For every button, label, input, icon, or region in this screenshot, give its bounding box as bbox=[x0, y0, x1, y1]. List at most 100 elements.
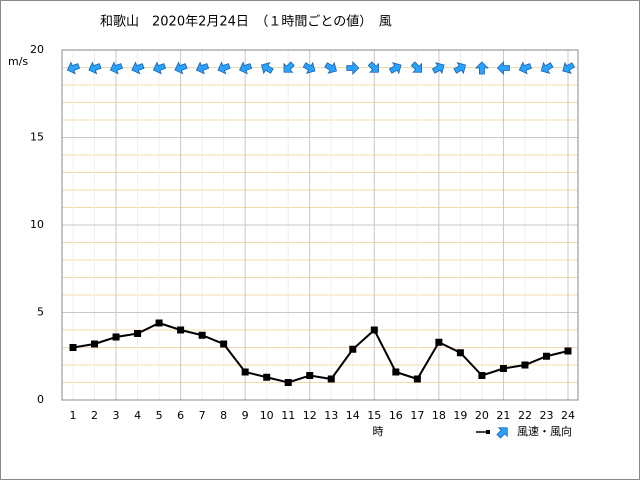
x-tick-label: 12 bbox=[303, 409, 317, 422]
x-tick-label: 16 bbox=[389, 409, 403, 422]
x-tick-label: 20 bbox=[475, 409, 489, 422]
data-point bbox=[134, 330, 142, 337]
data-point bbox=[306, 372, 314, 379]
arrow-shape bbox=[174, 61, 188, 75]
wind-arrow bbox=[453, 62, 467, 75]
arrow-shape bbox=[131, 61, 145, 75]
arrow-shape bbox=[453, 62, 467, 75]
arrow-shape bbox=[239, 61, 253, 75]
data-point bbox=[478, 372, 486, 379]
wind-arrow bbox=[88, 61, 102, 75]
data-point bbox=[69, 344, 77, 351]
y-tick-label: 10 bbox=[30, 218, 44, 231]
arrow-shape bbox=[109, 61, 124, 75]
arrow-shape bbox=[152, 61, 167, 75]
data-point bbox=[198, 331, 206, 339]
arrow-shape bbox=[261, 62, 274, 75]
wind-arrow bbox=[302, 61, 316, 74]
wind-arrow bbox=[346, 61, 360, 75]
data-point bbox=[220, 340, 228, 348]
x-tick-label: 23 bbox=[539, 409, 553, 422]
x-tick-label: 9 bbox=[242, 409, 249, 422]
legend-label: 風速・風向 bbox=[517, 424, 572, 438]
arrow-shape bbox=[496, 61, 510, 75]
data-point bbox=[521, 361, 529, 369]
wind-arrow bbox=[562, 61, 575, 74]
wind-arrow bbox=[174, 61, 188, 75]
data-point bbox=[91, 340, 99, 348]
arrow-shape bbox=[431, 62, 445, 75]
plot-border bbox=[61, 49, 579, 401]
arrow-shape bbox=[302, 61, 316, 74]
legend-arrow bbox=[496, 427, 508, 439]
y-axis-label: m/s bbox=[8, 55, 28, 68]
wind-arrow bbox=[496, 61, 510, 75]
data-point bbox=[263, 373, 271, 381]
data-point bbox=[112, 333, 120, 341]
x-tick-label: 13 bbox=[324, 409, 338, 422]
series-line bbox=[72, 321, 569, 384]
x-tick-label: 14 bbox=[346, 409, 360, 422]
data-point bbox=[284, 379, 292, 386]
x-tick-label: 1 bbox=[70, 409, 77, 422]
data-point bbox=[456, 349, 464, 357]
wind-arrow bbox=[540, 61, 554, 74]
y-tick-label: 15 bbox=[30, 131, 44, 144]
wind-arrow bbox=[388, 62, 402, 75]
x-tick-label: 10 bbox=[260, 409, 274, 422]
arrow-shape bbox=[496, 427, 508, 439]
arrow-shape bbox=[474, 61, 489, 75]
arrow-shape bbox=[388, 62, 402, 75]
data-point bbox=[370, 326, 378, 334]
arrow-shape bbox=[346, 61, 360, 75]
wind-arrow bbox=[66, 61, 81, 75]
x-tick-label: 8 bbox=[220, 409, 227, 422]
x-tick-label: 24 bbox=[561, 409, 575, 422]
wind-arrow bbox=[217, 61, 231, 75]
arrow-shape bbox=[540, 61, 554, 74]
y-tick-label: 5 bbox=[37, 306, 44, 319]
x-tick-label: 18 bbox=[432, 409, 446, 422]
arrow-shape bbox=[324, 61, 337, 74]
y-tick-label: 0 bbox=[37, 393, 44, 406]
wind-arrow bbox=[152, 61, 167, 75]
x-tick-label: 5 bbox=[156, 409, 163, 422]
data-point bbox=[241, 368, 249, 376]
wind-arrow bbox=[367, 61, 379, 73]
x-tick-label: 17 bbox=[410, 409, 424, 422]
wind-arrow bbox=[261, 62, 274, 75]
x-tick-label: 3 bbox=[113, 409, 120, 422]
y-tick-label: 20 bbox=[30, 43, 44, 56]
data-point bbox=[155, 319, 163, 327]
wind-arrow bbox=[195, 61, 210, 75]
wind-arrow bbox=[131, 61, 145, 75]
arrow-shape bbox=[410, 61, 422, 73]
chart-title: 和歌山 2020年2月24日 （１時間ごとの値） 風 bbox=[100, 14, 392, 30]
arrow-shape bbox=[195, 61, 210, 75]
wind-arrow bbox=[474, 61, 489, 75]
wind-arrow bbox=[109, 61, 124, 75]
data-point bbox=[327, 375, 335, 383]
x-tick-label: 11 bbox=[281, 409, 295, 422]
wind-arrow bbox=[518, 61, 532, 75]
arrow-shape bbox=[217, 61, 231, 75]
arrow-shape bbox=[562, 61, 575, 74]
x-tick-label: 4 bbox=[134, 409, 141, 422]
x-tick-label: 19 bbox=[453, 409, 467, 422]
data-point bbox=[542, 352, 550, 360]
wind-arrow bbox=[283, 61, 295, 73]
data-point bbox=[392, 368, 400, 376]
x-tick-label: 22 bbox=[518, 409, 532, 422]
x-tick-label: 6 bbox=[177, 409, 184, 422]
arrow-shape bbox=[518, 61, 532, 75]
data-point bbox=[435, 338, 443, 346]
arrow-shape bbox=[283, 61, 295, 73]
x-tick-label: 21 bbox=[496, 409, 510, 422]
legend-point bbox=[486, 430, 490, 434]
data-point bbox=[177, 326, 185, 334]
data-point bbox=[499, 365, 507, 372]
wind-arrow bbox=[431, 62, 445, 75]
arrow-shape bbox=[367, 61, 379, 73]
arrow-shape bbox=[88, 61, 102, 75]
